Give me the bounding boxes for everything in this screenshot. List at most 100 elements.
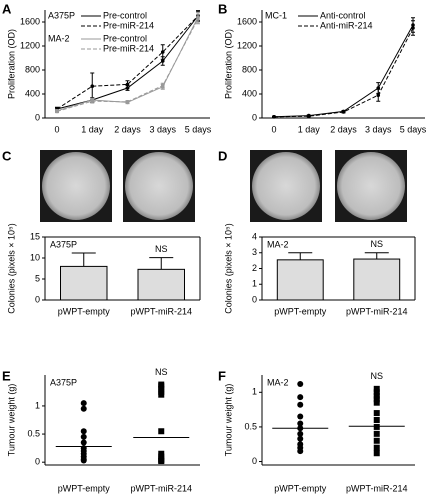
colony-images: [40, 150, 407, 222]
inset-title: MA-2: [267, 239, 289, 249]
x-tick-label: pWPT-empty: [58, 306, 111, 316]
y-tick-label: 15: [30, 231, 40, 241]
y-axis-label: Tumour weight (g): [6, 384, 16, 457]
line: [273, 24, 414, 118]
plate: [125, 152, 193, 220]
error-bar: [149, 257, 174, 270]
y-tick-label: 5: [35, 273, 40, 283]
y-tick-label: 400: [25, 88, 40, 98]
point: [272, 115, 276, 119]
error-bar: [364, 252, 389, 260]
y-tick-label: 0: [35, 112, 40, 122]
x-tick-label: 5 days: [400, 124, 427, 134]
y-tick-label: 0: [35, 457, 40, 467]
x-tick-label: 2 days: [330, 124, 357, 134]
y-tick-label: 0: [35, 294, 40, 304]
x-tick-label: pWPT-miR-214: [130, 306, 192, 316]
annotation: NS: [370, 371, 383, 381]
legend-label: Pre-miR-214: [103, 43, 154, 53]
point: [373, 444, 380, 451]
point: [80, 405, 87, 412]
bar: [137, 268, 185, 301]
y-tick-label: 1200: [20, 40, 40, 50]
y-tick-label: 0.5: [27, 428, 40, 438]
line: [56, 18, 199, 112]
point: [160, 59, 165, 63]
y-axis-label: Tumour weight (g): [223, 384, 233, 457]
legend-label: Pre-control: [103, 33, 147, 43]
point: [80, 457, 87, 464]
error-bar: [71, 252, 96, 267]
point: [297, 394, 304, 401]
point: [373, 396, 380, 403]
point: [160, 50, 165, 54]
point: [80, 400, 87, 407]
x-tick-label: pWPT-empty: [274, 483, 327, 493]
x-tick-label: pWPT-miR-214: [346, 483, 408, 493]
point: [80, 428, 87, 435]
y-tick-label: 1: [252, 387, 257, 397]
panel-label: F: [218, 368, 226, 383]
point: [158, 428, 165, 435]
y-tick-label: 800: [25, 64, 40, 74]
legend-title: MA-2: [48, 33, 70, 43]
plate: [252, 152, 320, 220]
legend-label: Anti-control: [320, 10, 366, 20]
point: [80, 433, 87, 440]
y-tick-label: 1200: [237, 40, 257, 50]
panel-label: B: [218, 1, 227, 16]
y-axis-label: Proliferation (OD): [6, 29, 16, 99]
plate: [42, 152, 110, 220]
x-tick-label: pWPT-miR-214: [130, 483, 192, 493]
x-tick-label: pWPT-empty: [58, 483, 111, 493]
point: [297, 448, 304, 455]
y-tick-label: 3: [252, 247, 257, 257]
line: [273, 27, 414, 118]
x-tick-label: pWPT-empty: [274, 306, 327, 316]
point: [297, 430, 304, 437]
legend-label: Pre-miR-214: [103, 20, 154, 30]
point: [80, 439, 87, 446]
y-axis-label: Colonies (pixels × 10⁵): [6, 223, 16, 314]
inset-title: A375P: [50, 239, 77, 249]
point: [373, 399, 380, 406]
x-tick-label: 1 day: [298, 124, 321, 134]
line: [56, 16, 199, 112]
legend-title: MC-1: [265, 10, 287, 20]
point: [297, 435, 304, 442]
legend-title: A375P: [48, 10, 75, 20]
panel-label: E: [2, 368, 11, 383]
inset-title: A375P: [50, 377, 77, 387]
point: [297, 401, 304, 408]
error-bar: [288, 252, 313, 260]
point: [373, 410, 380, 417]
x-tick-label: 3 days: [149, 124, 176, 134]
point: [297, 381, 304, 387]
panel-label: A: [2, 1, 12, 16]
point: [125, 100, 130, 104]
y-tick-label: 1: [35, 400, 40, 410]
y-axis-label: Colonies (pixels × 10⁵): [223, 223, 233, 314]
annotation: NS: [370, 239, 383, 249]
point: [90, 84, 95, 88]
point: [341, 110, 346, 114]
annotation: NS: [155, 244, 168, 254]
y-tick-label: 4: [252, 231, 257, 241]
legend-label: Pre-control: [103, 10, 147, 20]
y-tick-label: 0: [252, 294, 257, 304]
point: [376, 93, 381, 97]
panel-label: D: [218, 148, 227, 163]
x-tick-label: 5 days: [185, 124, 212, 134]
x-tick-label: 0: [54, 124, 59, 134]
plate: [337, 152, 405, 220]
point: [297, 420, 304, 427]
point: [160, 83, 165, 88]
y-tick-label: 0.5: [244, 421, 257, 431]
y-tick-label: 1600: [20, 16, 40, 26]
bar: [60, 265, 108, 301]
point: [373, 385, 380, 392]
point: [373, 392, 380, 399]
point: [125, 82, 130, 87]
y-tick-label: 1600: [237, 16, 257, 26]
